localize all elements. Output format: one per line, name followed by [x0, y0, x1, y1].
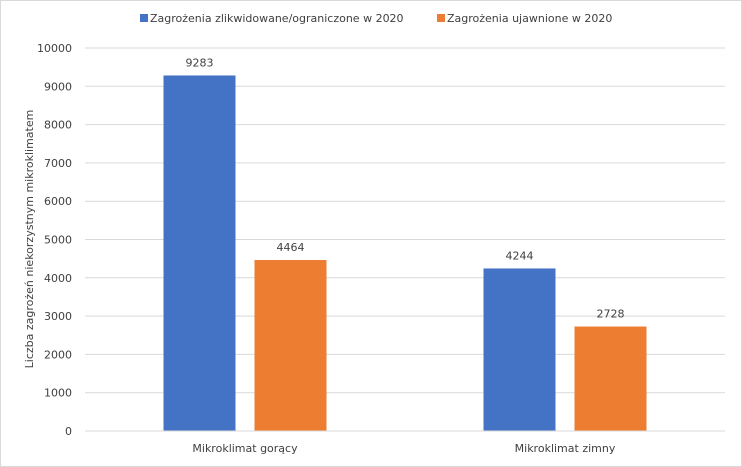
y-tick-label: 0 — [65, 425, 72, 438]
legend-label: Zagrożenia zlikwidowane/ograniczone w 20… — [150, 12, 404, 25]
bar-revealed — [574, 326, 647, 431]
data-label: 2728 — [597, 308, 625, 321]
y-tick-label: 3000 — [44, 310, 72, 323]
legend-label: Zagrożenia ujawnione w 2020 — [447, 12, 612, 25]
bar-eliminated — [483, 268, 556, 431]
data-label: 9283 — [186, 56, 214, 69]
y-tick-label: 7000 — [44, 157, 72, 170]
y-tick-label: 9000 — [44, 80, 72, 93]
bar-revealed — [254, 260, 327, 431]
bar-eliminated — [163, 75, 236, 432]
y-axis-title: Liczba zagrożeń niekorzystnym mikroklima… — [23, 110, 36, 369]
y-tick-label: 10000 — [37, 42, 72, 55]
y-tick-label: 2000 — [44, 348, 72, 361]
x-tick-label: Mikroklimat gorący — [192, 442, 298, 455]
y-tick-label: 1000 — [44, 387, 72, 400]
y-tick-label: 6000 — [44, 195, 72, 208]
legend-swatch — [437, 14, 445, 22]
data-label: 4244 — [506, 249, 534, 262]
y-tick-label: 4000 — [44, 272, 72, 285]
legend-swatch — [140, 14, 148, 22]
x-tick-label: Mikroklimat zimny — [515, 442, 616, 455]
data-label: 4464 — [277, 241, 305, 254]
y-tick-label: 8000 — [44, 119, 72, 132]
y-tick-label: 5000 — [44, 234, 72, 247]
